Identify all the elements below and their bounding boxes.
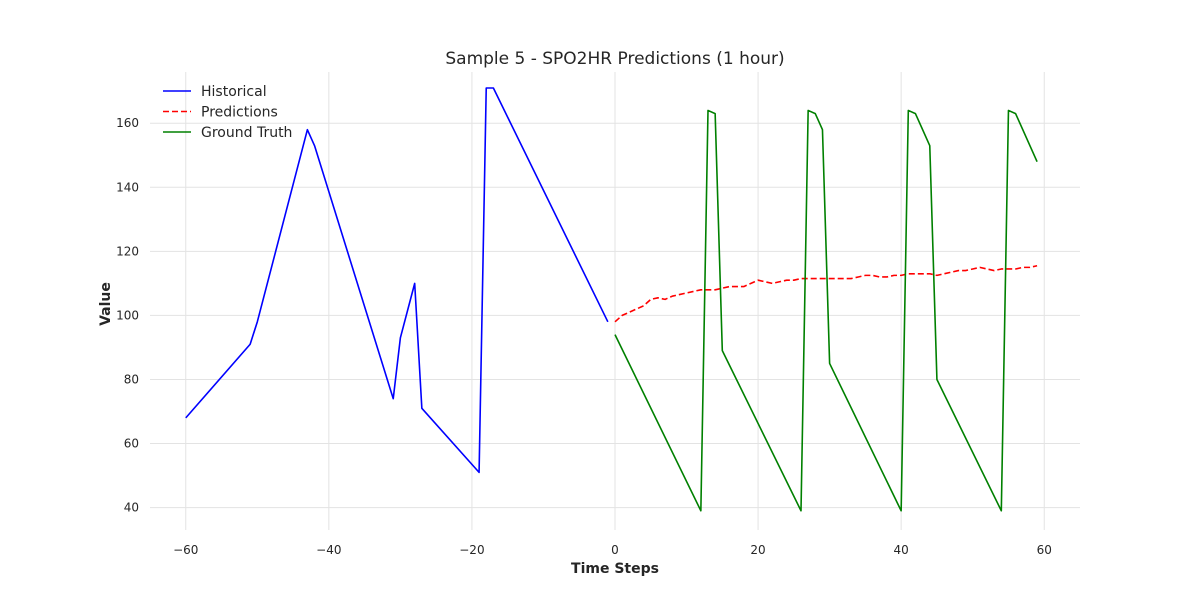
x-tick-label: −60 [173,543,198,557]
legend-label: Historical [201,84,267,100]
y-tick-label: 140 [116,180,139,194]
x-tick-label: −40 [316,543,341,557]
series-line-historical [185,87,609,474]
y-tick-label: 60 [124,437,139,451]
chart-title: Sample 5 - SPO2HR Predictions (1 hour) [445,49,784,69]
y-tick-label: 40 [124,501,139,515]
x-tick-label: −20 [459,543,484,557]
x-tick-label: 20 [750,543,765,557]
series-line-predictions [614,264,1038,323]
series-layer [185,87,1038,512]
y-tick-label: 120 [116,244,139,258]
tick-labels: −60 −40 −20 0 20 40 60 40 60 80 100 120 140 160 [116,116,1052,557]
y-tick-label: 160 [116,116,139,130]
legend: Historical Predictions Ground Truth [163,84,292,141]
x-tick-label: 40 [894,543,909,557]
legend-label: Ground Truth [201,125,292,141]
y-axis-label: Value [98,282,114,326]
y-tick-label: 80 [124,372,139,386]
x-tick-label: 0 [611,543,619,557]
series-line-ground-truth [614,109,1038,512]
grid-layer [150,72,1080,530]
legend-label: Predictions [201,105,278,121]
y-tick-label: 100 [116,308,139,322]
x-axis-label: Time Steps [571,561,659,577]
x-tick-label: 60 [1037,543,1052,557]
